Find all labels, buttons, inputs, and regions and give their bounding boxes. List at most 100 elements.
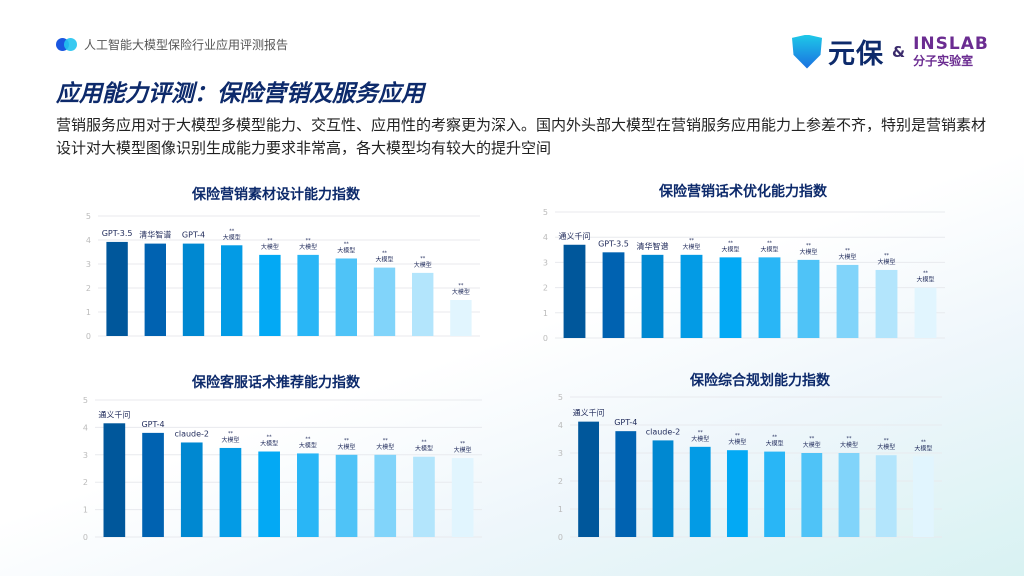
y-tick-label: 2	[558, 477, 563, 486]
bar	[219, 447, 242, 537]
bar-label: 清华智谱	[637, 241, 669, 251]
bar	[838, 453, 860, 537]
bar-label: **大模型	[799, 243, 817, 256]
brand-logo: 元保 & INSLAB 分子实验室	[792, 32, 989, 71]
partner-logo: INSLAB 分子实验室	[913, 34, 989, 68]
bar	[297, 453, 319, 537]
bar	[412, 272, 434, 336]
y-tick-label: 2	[86, 284, 91, 293]
bar-label: **大模型	[337, 241, 355, 254]
bar-label: **大模型	[728, 433, 746, 446]
bar	[801, 453, 823, 537]
bar-label: **大模型	[877, 253, 895, 266]
bar-label: **大模型	[299, 436, 317, 449]
y-tick-label: 3	[83, 451, 88, 460]
y-tick-label: 2	[83, 478, 88, 487]
bar	[373, 267, 396, 336]
amp: &	[892, 42, 906, 61]
bar	[103, 423, 126, 537]
bar-label: claude-2	[174, 429, 209, 438]
bar	[758, 257, 781, 338]
chart-4: 0 1 2 3 4 5 通义千问 GPT-4 claude-2 **大模型 **大模型 **大模型 **…	[558, 393, 942, 542]
bar	[563, 244, 586, 338]
bar-label: 清华智谱	[139, 230, 171, 240]
y-tick-label: 0	[86, 332, 91, 341]
bar-label: **大模型	[877, 438, 895, 451]
bar	[875, 269, 898, 338]
bar-label: 通义千问	[98, 409, 130, 419]
y-tick-label: 5	[543, 208, 548, 217]
bar	[680, 254, 703, 338]
y-tick-label: 4	[86, 236, 91, 245]
bar-label: **大模型	[261, 238, 279, 251]
bar-label: **大模型	[840, 436, 858, 449]
bar	[335, 454, 358, 537]
bar-label: **大模型	[414, 256, 432, 269]
bar-label: 通义千问	[559, 231, 591, 241]
y-tick-label: 3	[86, 260, 91, 269]
bar-label: GPT-4	[141, 420, 164, 429]
bar	[578, 421, 600, 537]
bar	[652, 440, 674, 537]
bar-label: **大模型	[682, 238, 700, 251]
bar-label: **大模型	[691, 430, 709, 443]
chart-title-2: 保险营销话术优化能力指数	[659, 184, 827, 200]
bar-label: GPT-4	[614, 418, 637, 427]
chart-2: 0 1 2 3 4 5 通义千问 GPT-3.5 清华智谱 **大模型 **大模型 **大模型 **大模…	[543, 208, 945, 343]
bar	[451, 458, 474, 537]
bar	[259, 254, 281, 336]
y-tick-label: 4	[83, 423, 88, 432]
chart-title-1: 保险营销素材设计能力指数	[192, 187, 360, 203]
dots-logo-icon	[56, 37, 78, 52]
bar	[615, 431, 637, 537]
bar	[258, 451, 280, 537]
bar-label: claude-2	[646, 427, 681, 436]
y-tick-label: 1	[86, 308, 91, 317]
bar	[413, 456, 435, 537]
report-title: 人工智能大模型保险行业应用评测报告	[84, 38, 289, 52]
chart-1: 0 1 2 3 4 5 GPT-3.5 清华智谱 GPT-4 **大模型 **大模型 **大模型 **大…	[86, 212, 480, 341]
bar	[180, 442, 203, 537]
bar-label: **大模型	[721, 240, 739, 253]
y-tick-label: 5	[83, 396, 88, 405]
y-tick-label: 2	[543, 284, 548, 293]
chart-title-4: 保险综合规划能力指数	[690, 373, 830, 389]
y-tick-label: 0	[83, 533, 88, 542]
y-tick-label: 5	[86, 212, 91, 221]
bar	[106, 241, 128, 336]
bar-label: **大模型	[914, 439, 932, 452]
brand-name: 元保	[828, 39, 884, 70]
y-tick-label: 1	[83, 506, 88, 515]
bar	[797, 259, 820, 338]
bar	[142, 432, 164, 537]
bar-label: **大模型	[260, 435, 278, 448]
page-title: 应用能力评测：保险营销及服务应用	[56, 81, 424, 107]
bar	[144, 243, 166, 336]
bar	[374, 454, 397, 537]
bar-label: **大模型	[452, 283, 470, 296]
chart-title-3: 保险客服话术推荐能力指数	[192, 375, 360, 391]
partner-name: INSLAB	[913, 34, 989, 54]
bar	[641, 254, 664, 338]
bar	[914, 287, 937, 338]
bar-label: **大模型	[803, 436, 821, 449]
bar-label: **大模型	[223, 228, 241, 241]
bar	[726, 450, 748, 537]
bar-label: **大模型	[916, 271, 934, 284]
partner-sub: 分子实验室	[913, 54, 974, 68]
bar	[602, 252, 625, 338]
bar	[450, 300, 472, 336]
chart-3: 0 1 2 3 4 5 通义千问 GPT-4 claude-2 **大模型 **大模型 **大模型 **…	[83, 396, 482, 542]
y-tick-label: 1	[558, 505, 563, 514]
bar	[182, 243, 205, 336]
bar	[836, 264, 859, 338]
report-header: 人工智能大模型保险行业应用评测报告	[56, 36, 288, 53]
bar-label: GPT-3.5	[598, 239, 629, 248]
y-tick-label: 3	[543, 258, 548, 267]
y-tick-label: 3	[558, 449, 563, 458]
y-tick-label: 5	[558, 393, 563, 402]
y-tick-label: 0	[558, 533, 563, 542]
bar	[297, 254, 319, 336]
bar-label: **大模型	[299, 238, 317, 251]
